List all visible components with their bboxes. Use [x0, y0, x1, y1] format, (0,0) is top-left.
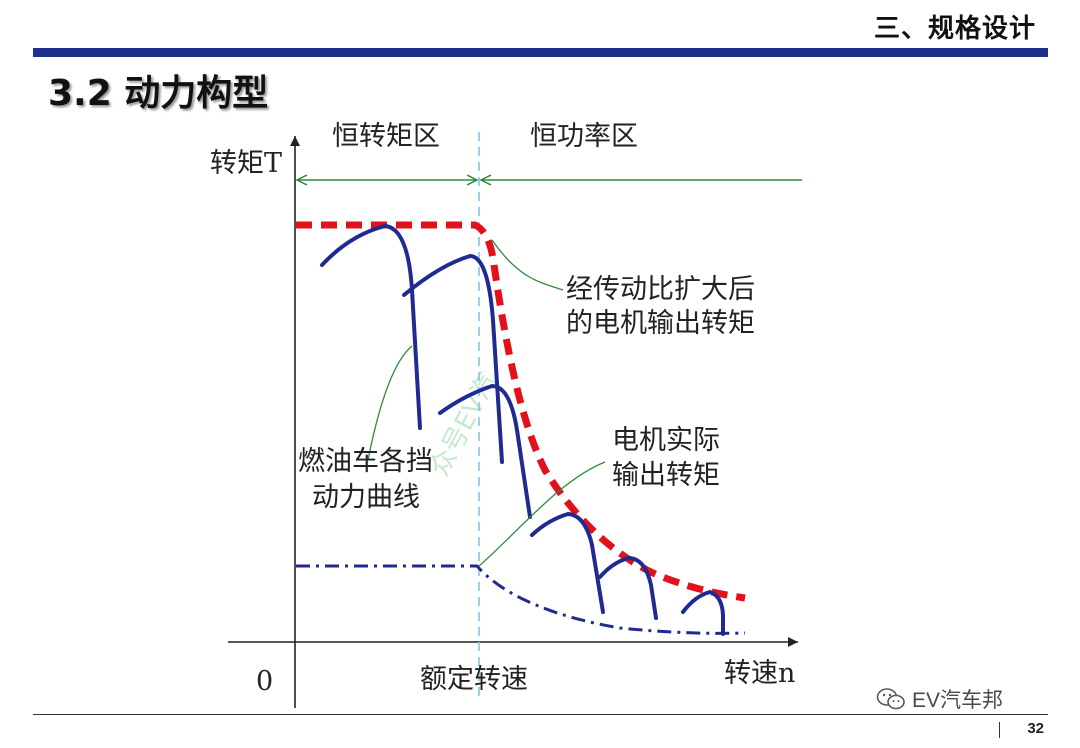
- brand-name: EV汽车邦: [912, 689, 1004, 712]
- gear-curve: [681, 589, 725, 636]
- callout-motor-actual-line2: 输出转矩: [612, 460, 720, 491]
- top-rule: [33, 48, 1048, 57]
- y-axis-label: 转矩T: [210, 148, 282, 179]
- gear-curve: [598, 555, 658, 620]
- motor-actual-torque-curve: [296, 564, 746, 635]
- page-heading: 3.2 动力构型: [48, 73, 269, 114]
- leader-line-gear-curves: [367, 345, 413, 461]
- gear-curve: [402, 253, 504, 464]
- page-number-separator: [999, 722, 1000, 738]
- gear-curve: [530, 511, 605, 614]
- leader-line-motor-actual: [478, 461, 606, 567]
- leader-line-expanded-torque: [491, 239, 564, 291]
- gear-curve: [320, 223, 422, 430]
- x-axis-label: 转速n: [724, 658, 795, 689]
- brand-watermark: EV汽车邦: [876, 684, 1003, 714]
- page-number: 32: [1027, 720, 1044, 737]
- callout-motor-actual-line1: 电机实际: [612, 425, 720, 456]
- section-title: 三、规格设计: [873, 14, 1036, 44]
- wechat-icon: [876, 688, 905, 710]
- bottom-rule: [33, 714, 1048, 715]
- expanded-torque-envelope: [296, 221, 746, 602]
- zone-label-constant-power: 恒功率区: [530, 121, 638, 152]
- gear-curve: [438, 383, 532, 519]
- rated-speed-label: 额定转速: [420, 664, 528, 695]
- origin-label: 0: [256, 666, 273, 697]
- callout-expanded-torque-line1: 经传动比扩大后: [566, 274, 755, 305]
- callout-gear-curves-line1: 燃油车各挡: [298, 446, 433, 477]
- callout-expanded-torque-line2: 的电机输出转矩: [566, 308, 755, 339]
- zone-label-constant-torque: 恒转矩区: [332, 121, 440, 152]
- callout-gear-curves-line2: 动力曲线: [312, 482, 420, 513]
